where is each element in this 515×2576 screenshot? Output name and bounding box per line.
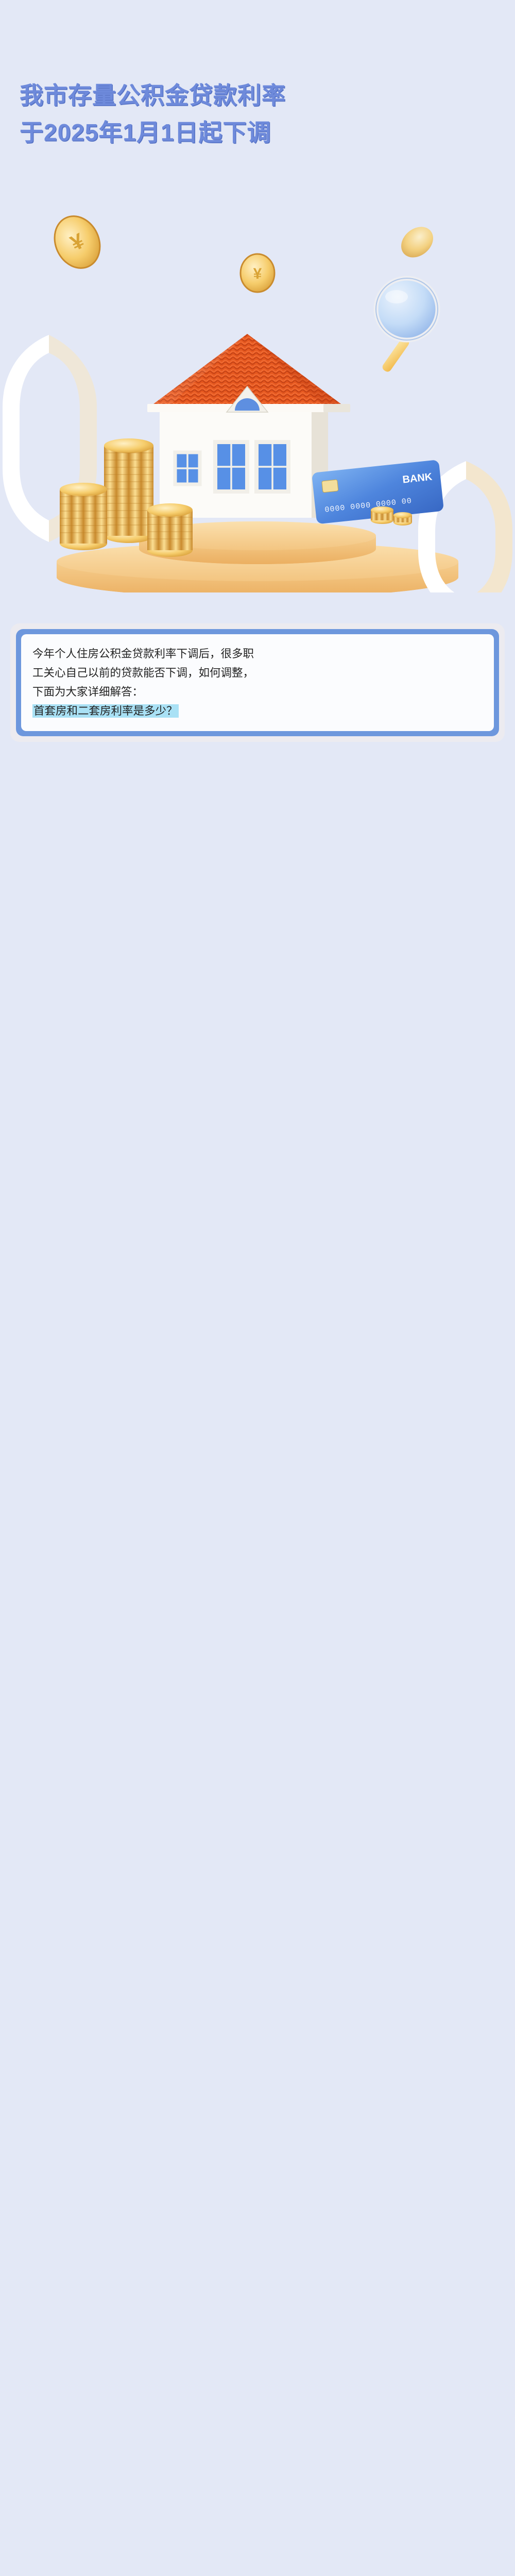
svg-text:¥: ¥: [253, 265, 262, 282]
